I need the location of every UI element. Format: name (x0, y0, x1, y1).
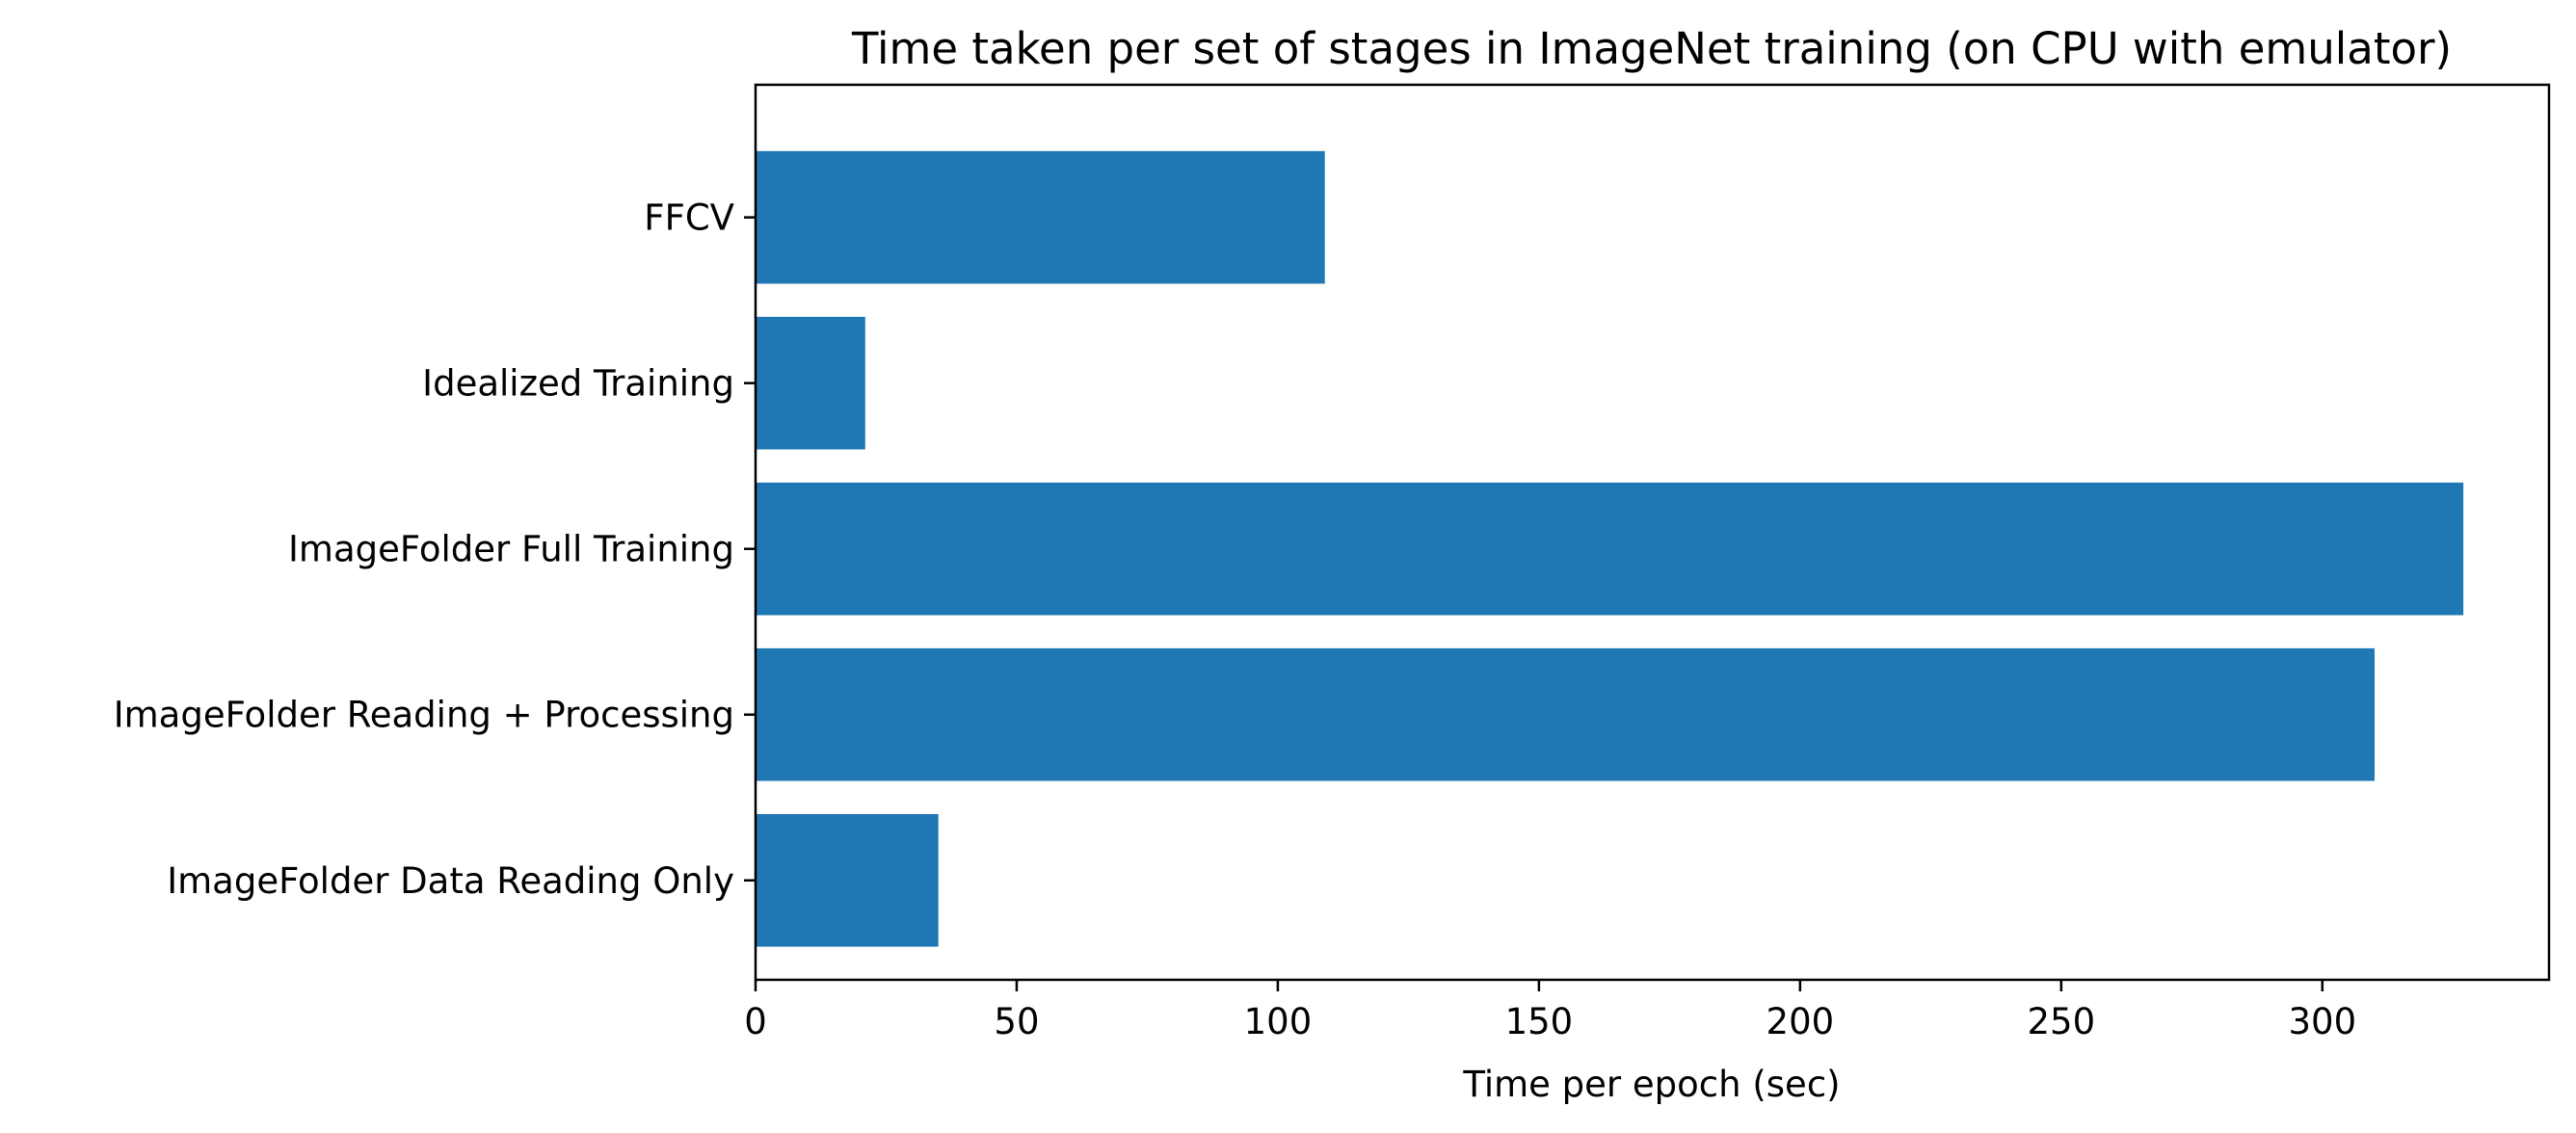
y-tick-label-imagefolder-full-training: ImageFolder Full Training (288, 529, 734, 570)
chart-title: Time taken per set of stages in ImageNet… (851, 23, 2452, 74)
x-tick-label-50: 50 (994, 1001, 1039, 1042)
y-tick-label-imagefolder-data-reading-only: ImageFolder Data Reading Only (167, 860, 734, 902)
bar-ffcv (756, 150, 1325, 284)
bar-imagefolder-reading-processing (756, 647, 2375, 781)
x-tick-label-250: 250 (2028, 1001, 2096, 1042)
x-tick-label-100: 100 (1244, 1001, 1313, 1042)
bar-idealized-training (756, 316, 865, 450)
plot-frame (754, 83, 2551, 982)
x-tick-label-300: 300 (2288, 1001, 2356, 1042)
x-tick-label-150: 150 (1505, 1001, 1574, 1042)
x-axis-label: Time per epoch (sec) (1462, 1064, 1840, 1105)
x-axis: 0 50 100 150 200 250 300 (744, 980, 2356, 1042)
bar-imagefolder-full-training (756, 482, 2464, 616)
y-tick-label-imagefolder-reading-processing: ImageFolder Reading + Processing (114, 695, 734, 736)
bars-group (756, 150, 2464, 947)
bar-imagefolder-data-reading-only (756, 813, 939, 947)
y-tick-label-ffcv: FFCV (644, 198, 734, 239)
y-tick-label-idealized-training: Idealized Training (422, 363, 734, 405)
x-tick-label-200: 200 (1766, 1001, 1835, 1042)
y-axis: ImageFolder Data Reading Only ImageFolder… (114, 198, 756, 902)
x-tick-label-0: 0 (744, 1001, 767, 1042)
